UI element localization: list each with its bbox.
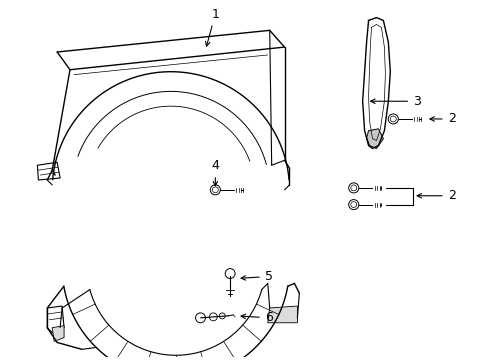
Text: 6: 6 (241, 311, 272, 324)
Text: 4: 4 (211, 159, 219, 186)
Text: 3: 3 (370, 95, 420, 108)
Text: 2: 2 (416, 189, 455, 202)
Text: 2: 2 (429, 112, 455, 125)
Polygon shape (267, 306, 297, 323)
Text: 1: 1 (205, 8, 219, 46)
Text: 5: 5 (241, 270, 272, 283)
Polygon shape (366, 129, 383, 148)
Polygon shape (52, 326, 64, 342)
